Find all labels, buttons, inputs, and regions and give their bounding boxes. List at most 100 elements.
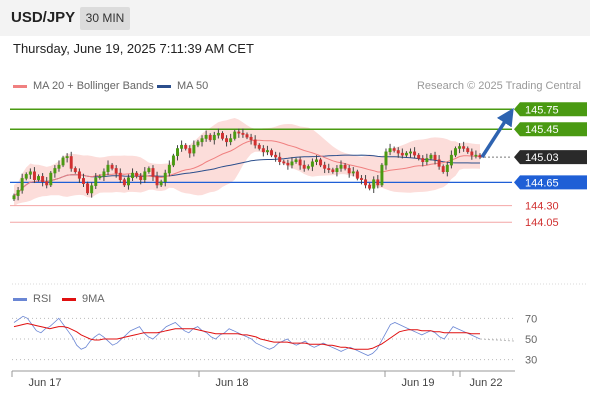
ma20-swatch — [13, 84, 27, 88]
candle-body — [433, 154, 437, 161]
candle-body — [323, 164, 327, 169]
candle-body — [396, 150, 400, 154]
candle-body — [69, 156, 73, 169]
candle-body — [466, 148, 470, 153]
candle-body — [176, 148, 179, 157]
candle-body — [212, 134, 216, 141]
x-tick-label-jun-19: Jun 19 — [401, 377, 434, 389]
candle-body — [171, 155, 175, 166]
rsi-swatch — [13, 297, 27, 301]
rsi-ma-line — [13, 322, 480, 350]
x-tick-label-jun-17: Jun 17 — [28, 377, 61, 389]
candle-body — [233, 131, 237, 139]
candle-body — [315, 159, 318, 163]
chart-header: USD/JPY 30 MIN — [0, 0, 590, 36]
candle-body — [335, 168, 339, 172]
candle-body — [351, 171, 355, 174]
rsi-ma-swatch — [62, 297, 76, 301]
level-label-144-30: 144.30 — [525, 201, 559, 213]
candle-body — [73, 168, 77, 172]
legend-rsi-label: RSI — [33, 293, 52, 305]
candle-body — [94, 177, 98, 186]
candle-body — [400, 152, 404, 156]
candle-body — [241, 132, 245, 135]
candle-body — [364, 179, 368, 186]
candle-body — [368, 184, 372, 189]
candle-body — [237, 131, 241, 134]
candle-body — [384, 151, 388, 166]
candle-body — [278, 156, 282, 163]
timeframe-badge[interactable]: 30 MIN — [80, 7, 130, 30]
legend-rsi-ma: 9MA — [62, 293, 105, 305]
candle-body — [98, 176, 102, 178]
candle-body — [41, 176, 45, 182]
candle-body — [441, 166, 445, 172]
candle-body — [180, 144, 184, 149]
candle-body — [310, 161, 314, 167]
candle-body — [421, 158, 425, 163]
rsi-tick-50: 50 — [525, 334, 537, 346]
candle-body — [429, 154, 433, 159]
candle-body — [319, 159, 323, 166]
candle-body — [61, 157, 65, 166]
level-label-144-65: 144.65 — [525, 177, 559, 189]
candle-body — [372, 179, 376, 189]
candle-body — [143, 171, 147, 180]
candle-body — [274, 154, 278, 158]
candle-body — [474, 154, 478, 157]
candle-body — [192, 144, 196, 154]
candle-body — [425, 158, 429, 163]
candle-body — [45, 181, 49, 186]
candle-body — [53, 168, 57, 174]
candle-body — [347, 168, 351, 174]
legend-ma20: MA 20 + Bollinger Bands — [13, 80, 154, 92]
candle-body — [229, 138, 233, 143]
candle-body — [216, 132, 220, 136]
candle-body — [118, 172, 122, 180]
candle-body — [135, 172, 139, 177]
candle-body — [458, 146, 462, 149]
candle-body — [306, 166, 310, 169]
candle-body — [208, 134, 212, 141]
legend-rsi: RSI — [13, 293, 51, 305]
level-label-145-03: 145.03 — [525, 152, 559, 164]
candle-body — [270, 150, 274, 156]
legend-rsi-ma-label: 9MA — [82, 293, 105, 305]
candle-body — [28, 171, 32, 175]
level-tag-144-65 — [514, 175, 587, 190]
candle-body — [380, 164, 384, 186]
level-label-145-75: 145.75 — [525, 104, 559, 116]
candle-body — [82, 178, 85, 184]
candle-body — [355, 171, 359, 179]
candle-body — [131, 172, 135, 178]
level-tag-145-45 — [514, 122, 587, 137]
level-label-145-45: 145.45 — [525, 124, 559, 136]
candle-body — [376, 179, 380, 186]
candle-body — [204, 134, 208, 139]
candle-body — [462, 146, 466, 149]
candle-body — [167, 164, 171, 174]
candle-body — [57, 164, 61, 169]
candle-body — [339, 164, 343, 169]
candle-body — [155, 176, 159, 186]
candle-body — [32, 171, 36, 180]
ma50-swatch — [157, 84, 171, 88]
candle-body — [220, 132, 224, 139]
legend-ma50-label: MA 50 — [177, 80, 209, 92]
candle-body — [77, 171, 81, 179]
candle-body — [257, 144, 261, 149]
candle-body — [409, 151, 412, 154]
candle-body — [49, 172, 53, 186]
instrument-title: USD/JPY — [11, 9, 76, 26]
candle-body — [37, 176, 41, 180]
candle-body — [196, 141, 200, 146]
candle-body — [388, 148, 392, 153]
candle-body — [327, 168, 331, 170]
candle-body — [417, 154, 421, 159]
candle-body — [139, 176, 143, 180]
candle-body — [24, 174, 28, 179]
chart-datetime: Thursday, June 19, 2025 7:11:39 AM CET — [13, 41, 254, 56]
level-label-144-05: 144.05 — [525, 217, 559, 229]
candle-body — [114, 168, 118, 174]
candle-body — [90, 185, 94, 194]
